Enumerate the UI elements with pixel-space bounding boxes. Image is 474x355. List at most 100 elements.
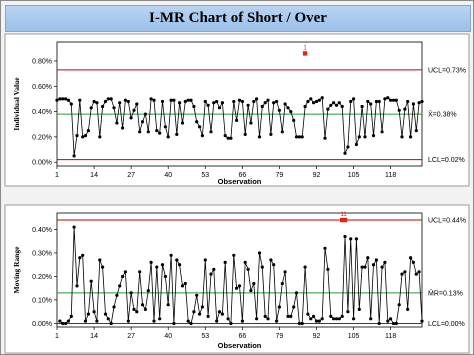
individual-chart-data-point	[249, 121, 253, 125]
moving-range-chart-data-point	[303, 265, 307, 269]
individual-chart-data-point	[280, 130, 284, 134]
moving-range-chart-data-point	[180, 284, 185, 288]
individual-chart-data-point	[380, 130, 384, 134]
individual-chart-data-point	[303, 104, 307, 109]
individual-chart-data-point	[189, 98, 193, 102]
moving-range-chart-data-point	[101, 265, 105, 269]
individual-chart-data-point	[297, 135, 301, 139]
individual-chart-data-point	[98, 135, 102, 139]
individual-chart-data-point	[140, 120, 145, 124]
individual-chart-data-point	[163, 125, 167, 129]
moving-range-chart-data-point	[189, 321, 193, 326]
moving-range-chart-data-point	[354, 237, 358, 241]
moving-range-chart-y-tick-label: 0.10%	[32, 297, 52, 304]
individual-chart-data-point	[232, 99, 236, 104]
moving-range-chart-data-point	[326, 267, 330, 271]
moving-range-chart-data-point	[121, 274, 125, 279]
individual-chart-data-point	[317, 98, 321, 102]
individual-chart-data-point	[292, 118, 296, 122]
individual-chart-data-point	[343, 151, 347, 155]
individual-chart-data-point	[143, 112, 147, 116]
moving-range-chart-data-point	[337, 317, 341, 321]
moving-range-chart-data-point	[158, 317, 162, 321]
moving-range-chart-data-point	[198, 312, 202, 316]
moving-range-chart-data-point	[86, 312, 90, 316]
individual-chart-data-point	[126, 99, 130, 104]
individual-chart-x-tick-label: 1	[55, 172, 59, 179]
moving-range-chart-data-point	[286, 314, 290, 318]
individual-chart-data-point	[391, 98, 396, 102]
individual-chart-data-point	[366, 99, 370, 104]
moving-range-chart-data-point	[160, 263, 165, 267]
individual-chart-data-point	[209, 130, 213, 134]
individual-chart-data-point	[397, 108, 401, 112]
individual-chart-data-point	[69, 102, 73, 106]
moving-range-chart-data-point	[252, 281, 256, 286]
individual-chart-data-point	[269, 132, 273, 136]
moving-range-chart-data-point	[389, 317, 393, 321]
individual-chart-data-point	[121, 126, 125, 130]
moving-range-chart-data-point	[175, 258, 179, 262]
moving-range-chart-data-point	[294, 291, 299, 295]
individual-chart-data-point	[78, 98, 82, 102]
individual-chart-data-point	[118, 101, 122, 105]
individual-chart-data-point	[289, 110, 293, 114]
moving-range-chart-data-point	[152, 319, 156, 323]
individual-chart-x-tick-label: 105	[348, 172, 360, 179]
individual-chart-data-point	[406, 99, 410, 104]
individual-chart-data-point	[123, 98, 127, 102]
moving-range-chart-y-tick-label: 0.30%	[32, 250, 52, 257]
individual-chart-data-point	[294, 135, 299, 139]
moving-range-chart-x-tick-label: 1	[55, 333, 59, 340]
individual-chart-data-point	[314, 99, 319, 104]
moving-range-chart-data-point	[163, 274, 167, 279]
individual-chart-data-point	[217, 106, 222, 110]
moving-range-chart-data-point	[226, 317, 230, 321]
moving-range-chart-data-point	[209, 272, 213, 276]
individual-chart-data-point	[360, 104, 364, 109]
moving-range-chart-x-tick-label: 14	[90, 333, 98, 340]
individual-chart-x-tick-label: 53	[201, 172, 209, 179]
individual-chart-data-point	[115, 121, 119, 125]
moving-range-chart-data-point	[417, 270, 421, 274]
moving-range-chart-x-tick-label: 66	[238, 333, 246, 340]
individual-chart-data-point	[152, 98, 156, 102]
individual-chart-data-point	[394, 98, 398, 102]
moving-range-chart-data-point	[329, 314, 333, 318]
moving-range-chart-data-point	[75, 284, 79, 288]
moving-range-chart-data-point	[215, 319, 219, 323]
individual-chart-data-point	[101, 104, 105, 109]
moving-range-chart-data-point	[343, 234, 347, 239]
individual-chart-data-point	[215, 99, 219, 104]
moving-range-chart-data-point	[420, 319, 424, 323]
moving-range-chart-data-point	[232, 253, 236, 257]
individual-chart-out-of-control-point	[302, 51, 308, 56]
moving-range-chart-data-point	[149, 260, 153, 264]
moving-range-chart-data-point	[83, 319, 88, 323]
individual-chart-data-point	[223, 134, 227, 138]
individual-chart-data-point	[371, 134, 376, 138]
moving-range-chart-data-point	[103, 312, 108, 316]
individual-chart-data-point	[266, 98, 270, 102]
individual-chart-data-point	[334, 103, 339, 107]
individual-chart-data-point	[320, 96, 324, 100]
moving-range-chart-data-point	[246, 267, 250, 271]
individual-chart-x-tick-label: 27	[127, 172, 135, 179]
moving-range-chart-data-point	[206, 314, 210, 318]
moving-range-chart-data-point	[317, 319, 321, 323]
moving-range-chart-data-point	[260, 265, 264, 269]
moving-range-chart-data-point	[363, 265, 367, 269]
moving-range-chart-data-point	[240, 319, 244, 323]
moving-range-chart-x-tick-label: 53	[201, 333, 209, 340]
individual-chart-data-point	[283, 102, 287, 106]
moving-range-chart-data-point	[277, 305, 281, 309]
individual-chart-data-point	[186, 98, 190, 102]
moving-range-chart-data-point	[217, 310, 222, 314]
moving-range-chart-data-point	[300, 321, 304, 326]
moving-range-chart-x-axis-title: Observation	[218, 341, 262, 350]
individual-chart-data-point	[352, 97, 356, 101]
moving-range-chart-data-point	[220, 312, 224, 316]
individual-chart-data-point	[89, 106, 93, 110]
individual-chart-data-point	[369, 102, 373, 106]
